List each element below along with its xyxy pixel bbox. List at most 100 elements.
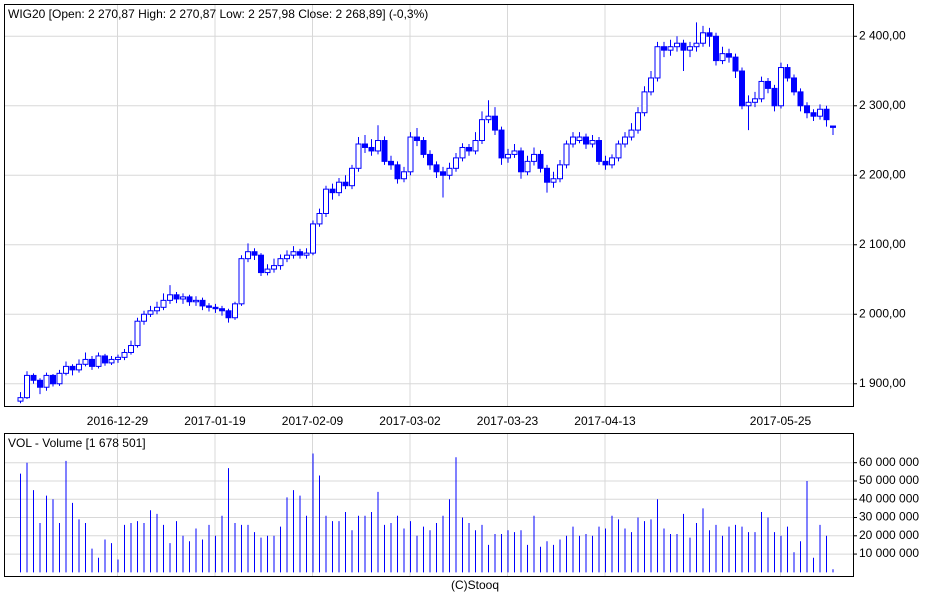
x-tick-label: 2017-03-23	[477, 414, 539, 428]
candle-body	[739, 70, 745, 107]
candle-body	[355, 143, 362, 169]
candle-body	[271, 265, 277, 270]
candle-body	[407, 136, 414, 173]
y-tick-label: 2 000,00	[859, 306, 906, 320]
y-tick-label: 1 900,00	[859, 376, 906, 390]
y-tick-label: 60 000 000	[859, 455, 919, 469]
candle-body	[134, 320, 141, 347]
candle-body	[544, 167, 550, 183]
y-tick-label: 2 100,00	[859, 237, 906, 251]
y-tick-label: 40 000 000	[859, 491, 919, 505]
candle-body	[797, 91, 804, 107]
candle-body	[37, 379, 43, 388]
candle-body	[700, 32, 706, 44]
candle-body	[758, 80, 765, 100]
candle-body	[329, 188, 336, 194]
candle-body	[180, 296, 186, 300]
marks	[17, 22, 836, 573]
candle-body	[401, 171, 407, 180]
candle-body	[667, 46, 674, 51]
volume-title: VOL - Volume [1 678 501]	[8, 436, 146, 450]
chart-title: WIG20 [Open: 2 270,87 High: 2 270,87 Low…	[8, 7, 428, 21]
candle-body	[212, 306, 219, 310]
y-tick-label: 30 000 000	[859, 510, 919, 524]
candle-body	[609, 157, 615, 166]
candle-body	[492, 115, 498, 131]
candle-body	[602, 160, 609, 166]
candle-body	[570, 136, 576, 145]
candle-body	[557, 164, 563, 180]
candle-body	[245, 251, 251, 260]
candle-body	[628, 129, 635, 138]
candle-body	[160, 299, 167, 308]
volume-frame	[4, 433, 854, 577]
candle-body	[251, 251, 258, 256]
candle-body	[446, 167, 453, 176]
candle-body	[277, 258, 284, 267]
candle-body	[225, 310, 232, 319]
candle-body	[24, 374, 30, 399]
candle-body	[719, 53, 726, 62]
candle-body	[284, 254, 290, 260]
y-tick-label: 20 000 000	[859, 528, 919, 542]
candle-body	[108, 358, 115, 364]
candle-body	[661, 46, 667, 51]
candle-body	[674, 42, 680, 48]
candle-body	[381, 140, 388, 162]
candle-body	[479, 119, 485, 142]
candle-body	[648, 77, 654, 93]
candle-body	[485, 115, 492, 121]
candle-body	[511, 150, 518, 155]
candle-body	[635, 112, 641, 131]
candle-body	[199, 299, 206, 307]
candle-body	[583, 136, 589, 145]
grid	[5, 5, 853, 576]
candle-body	[823, 108, 830, 121]
candle-body	[173, 294, 180, 300]
candle-body	[50, 374, 56, 385]
candle-body	[128, 345, 134, 353]
candle-body	[323, 188, 329, 214]
candle-body	[771, 87, 778, 107]
candle-body	[752, 98, 758, 103]
y-tick-label: 2 300,00	[859, 98, 906, 112]
candle-body	[459, 146, 466, 159]
candle-body	[63, 365, 69, 374]
candle-body	[342, 181, 349, 187]
candle-body	[290, 251, 297, 256]
x-tick-label: 2017-04-13	[574, 414, 636, 428]
x-tick-label: 2017-05-25	[750, 414, 812, 428]
candle-body	[56, 372, 63, 385]
candle-body	[362, 143, 368, 148]
x-tick-label: 2017-02-09	[282, 414, 344, 428]
candle-body	[17, 397, 24, 402]
candle-body	[576, 136, 583, 142]
price-frame	[4, 4, 854, 407]
candle-body	[563, 143, 570, 166]
candle-body	[791, 77, 797, 93]
candle-body	[505, 153, 511, 159]
candle-body	[745, 101, 752, 107]
candle-body	[654, 46, 661, 79]
candle-body	[219, 308, 225, 312]
candle-body	[102, 355, 108, 364]
candle-body	[206, 305, 212, 308]
candle-body	[297, 251, 303, 256]
candle-body	[765, 80, 771, 89]
candle-body	[238, 258, 245, 305]
candle-body	[30, 374, 37, 381]
candle-body	[817, 108, 823, 117]
candle-body	[336, 181, 342, 194]
candle-body	[732, 56, 739, 72]
candle-body	[95, 355, 102, 367]
candle-body	[368, 146, 375, 152]
candle-body	[316, 212, 323, 225]
candle-body	[641, 91, 648, 114]
candle-body	[472, 140, 479, 152]
candle-body	[615, 143, 622, 159]
candle-body	[349, 167, 355, 187]
candle-body	[43, 374, 50, 388]
candle-body	[706, 32, 713, 37]
